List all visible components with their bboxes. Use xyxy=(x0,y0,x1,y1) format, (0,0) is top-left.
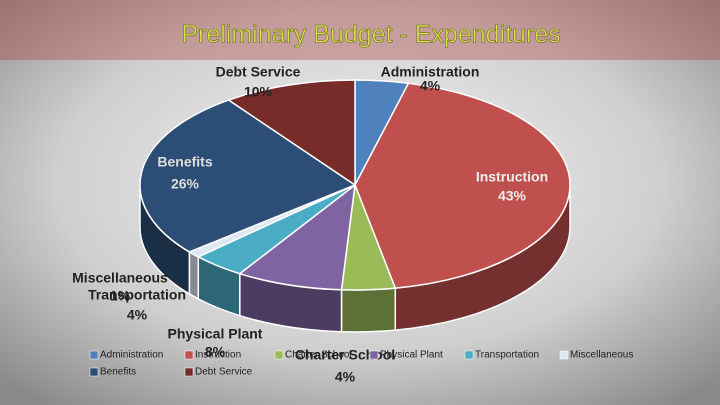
data-label-name: Miscellaneous xyxy=(72,270,168,286)
legend-label: Miscellaneous xyxy=(570,350,633,361)
background-band xyxy=(0,0,720,60)
data-label-name: Instruction xyxy=(476,169,548,185)
data-label-value: 10% xyxy=(244,84,273,100)
data-label-name: Debt Service xyxy=(216,64,301,80)
pie-slice xyxy=(226,79,356,187)
data-label-value: 1% xyxy=(110,288,131,304)
legend-swatch xyxy=(184,350,194,360)
data-label-value: 4% xyxy=(127,307,148,323)
pie-slice xyxy=(238,183,356,291)
data-label-value: 4% xyxy=(420,78,441,94)
data-label-value: 26% xyxy=(171,176,200,192)
legend-label: Physical Plant xyxy=(380,350,443,361)
legend-swatch xyxy=(559,350,569,360)
legend-label: Instruction xyxy=(195,350,241,361)
pie-slice-side xyxy=(188,250,200,301)
legend-swatch xyxy=(369,350,379,360)
pie-slice-side xyxy=(340,287,397,333)
pie-slice xyxy=(139,99,357,253)
legend-label: Administration xyxy=(100,350,163,361)
data-label-name: Benefits xyxy=(157,154,212,170)
data-label-name: Administration xyxy=(381,64,480,80)
data-label-name: Transportation xyxy=(88,287,186,303)
legend-swatch xyxy=(184,367,194,377)
legend-swatch xyxy=(464,350,474,360)
legend-swatch xyxy=(89,350,99,360)
data-label-name: Physical Plant xyxy=(168,326,263,342)
legend-label: Charter School xyxy=(285,350,352,361)
data-label-value: 43% xyxy=(498,188,527,204)
legend-label: Debt Service xyxy=(195,367,253,378)
pie-slice xyxy=(354,82,571,289)
chart-title: Preliminary Budget - Expenditures xyxy=(181,21,560,49)
legend-swatch xyxy=(274,350,284,360)
data-label-value: 8% xyxy=(205,344,226,360)
legend-swatch xyxy=(89,367,99,377)
legend-label: Benefits xyxy=(100,367,136,378)
legend-label: Transportation xyxy=(475,350,539,361)
data-label-value: 4% xyxy=(335,369,356,385)
